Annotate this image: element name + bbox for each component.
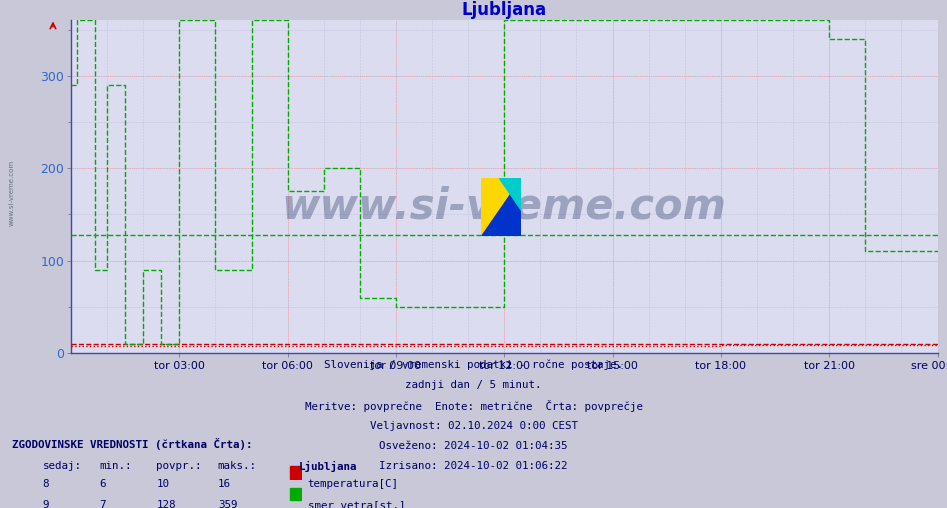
Title: Ljubljana: Ljubljana bbox=[462, 1, 546, 19]
Bar bbox=[290, 488, 301, 500]
Text: Osveženo: 2024-10-02 01:04:35: Osveženo: 2024-10-02 01:04:35 bbox=[379, 441, 568, 451]
Text: min.:: min.: bbox=[99, 461, 132, 471]
Text: 359: 359 bbox=[218, 500, 238, 508]
Text: 10: 10 bbox=[156, 479, 170, 489]
Text: Izrisano: 2024-10-02 01:06:22: Izrisano: 2024-10-02 01:06:22 bbox=[379, 461, 568, 471]
Text: Ljubljana: Ljubljana bbox=[298, 461, 357, 472]
Polygon shape bbox=[481, 178, 521, 236]
Text: Meritve: povprečne  Enote: metrične  Črta: povprečje: Meritve: povprečne Enote: metrične Črta:… bbox=[305, 400, 642, 412]
Text: 8: 8 bbox=[43, 479, 49, 489]
Text: 16: 16 bbox=[218, 479, 231, 489]
Polygon shape bbox=[481, 178, 521, 236]
Text: 7: 7 bbox=[99, 500, 106, 508]
Bar bbox=[290, 466, 301, 479]
Text: 9: 9 bbox=[43, 500, 49, 508]
Polygon shape bbox=[499, 178, 521, 210]
Text: temperatura[C]: temperatura[C] bbox=[308, 479, 399, 489]
Text: povpr.:: povpr.: bbox=[156, 461, 202, 471]
Text: smer vetra[st.]: smer vetra[st.] bbox=[308, 500, 405, 508]
Text: www.si-vreme.com: www.si-vreme.com bbox=[9, 160, 14, 226]
Text: zadnji dan / 5 minut.: zadnji dan / 5 minut. bbox=[405, 380, 542, 390]
Text: Slovenija / vremenski podatki - ročne postaje.: Slovenija / vremenski podatki - ročne po… bbox=[324, 360, 623, 370]
Text: sedaj:: sedaj: bbox=[43, 461, 81, 471]
Text: 6: 6 bbox=[99, 479, 106, 489]
Text: www.si-vreme.com: www.si-vreme.com bbox=[282, 185, 726, 228]
Text: Veljavnost: 02.10.2024 0:00 CEST: Veljavnost: 02.10.2024 0:00 CEST bbox=[369, 421, 578, 431]
Text: 128: 128 bbox=[156, 500, 176, 508]
Text: maks.:: maks.: bbox=[218, 461, 257, 471]
Text: ZGODOVINSKE VREDNOSTI (črtkana Črta):: ZGODOVINSKE VREDNOSTI (črtkana Črta): bbox=[12, 438, 253, 450]
